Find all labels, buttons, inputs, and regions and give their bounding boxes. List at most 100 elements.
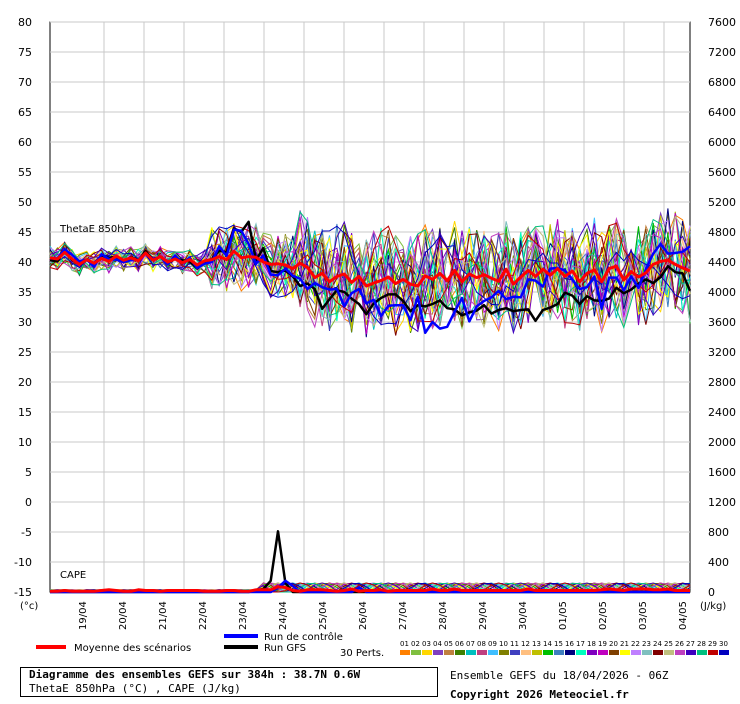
x-tick-label: 23/04 [238,601,249,630]
right-axis-ticks: 7600720068006400600056005200480044004000… [708,16,736,599]
perturbation-id-17: 17 [576,640,585,648]
perturbations-label: 30 Perts. [340,648,384,659]
perturbation-swatch-17 [576,650,586,655]
perturbation-id-04: 04 [433,640,442,648]
left-axis-unit: (°c) [20,601,38,612]
perturbation-swatch-02 [411,650,421,655]
perturbation-swatch-04 [433,650,443,655]
perturbation-swatch-15 [554,650,564,655]
perturbation-swatch-05 [444,650,454,655]
legend-control-label: Run de contrôle [264,631,343,643]
perturbation-id-27: 27 [686,640,695,648]
right-tick-label: 4800 [708,226,736,239]
left-tick-label: 65 [18,106,32,119]
perturbation-swatch-26 [675,650,685,655]
left-tick-label: -10 [14,556,32,569]
right-axis-unit: (J/kg) [700,601,726,612]
perturbation-swatch-10 [499,650,509,655]
run-info: Ensemble GEFS du 18/04/2026 - 06Z Copyri… [450,666,669,704]
x-axis-ticks: 19/04 20/04 21/04 22/04 23/04 24/04 25/04 26/04… [78,601,689,630]
perturbation-swatch-24 [653,650,663,655]
perturbation-id-07: 07 [466,640,475,648]
x-tick-label: 22/04 [198,601,209,630]
perturbation-id-29: 29 [708,640,717,648]
perturbation-swatch-03 [422,650,432,655]
left-tick-label: 80 [18,16,32,29]
right-tick-label: 3600 [708,316,736,329]
right-tick-label: 2400 [708,406,736,419]
perturbation-id-19: 19 [598,640,607,648]
left-tick-label: -15 [14,586,32,599]
x-tick-label: 21/04 [158,601,169,630]
info-box: Diagramme des ensembles GEFS sur 384h : … [20,667,438,697]
x-tick-label: 03/05 [638,601,649,630]
perturbation-id-13: 13 [532,640,541,648]
copyright: Copyright 2026 Meteociel.fr [450,688,629,701]
legend: Moyenne des scénarios Run de contrôle Ru… [36,631,729,659]
perturbation-swatch-01 [400,650,410,655]
right-tick-label: 5200 [708,196,736,209]
perturbation-swatch-30 [719,650,729,655]
perturbation-id-03: 03 [422,640,431,648]
x-tick-label: 04/05 [678,601,689,630]
run-date: Ensemble GEFS du 18/04/2026 - 06Z [450,669,669,682]
perturbation-id-14: 14 [543,640,552,648]
perturbation-id-24: 24 [653,640,662,648]
left-tick-label: 35 [18,286,32,299]
left-tick-label: 50 [18,196,32,209]
right-tick-label: 800 [708,526,729,539]
right-tick-label: 5600 [708,166,736,179]
perturbation-id-05: 05 [444,640,453,648]
perturbation-id-22: 22 [631,640,640,648]
info-title: Diagramme des ensembles GEFS sur 384h : … [29,668,361,681]
perturbation-swatch-22 [631,650,641,655]
right-tick-label: 4400 [708,256,736,269]
left-tick-label: 15 [18,406,32,419]
perturbation-id-26: 26 [675,640,684,648]
right-tick-label: 7600 [708,16,736,29]
perturbation-id-08: 08 [477,640,486,648]
perturbation-swatch-20 [609,650,619,655]
left-tick-label: 5 [25,466,32,479]
x-tick-label: 29/04 [478,601,489,630]
x-tick-label: 27/04 [398,601,409,630]
perturbation-legend: 01 02 03 04 05 06 07 08 09 10 11 12 13 14 15 16 17 18 19 20… [400,640,729,655]
perturbation-id-12: 12 [521,640,530,648]
perturbation-id-16: 16 [565,640,574,648]
perturbation-id-10: 10 [499,640,508,648]
left-tick-label: 20 [18,376,32,389]
perturbation-swatch-28 [697,650,707,655]
x-tick-label: 19/04 [78,601,89,630]
legend-mean-label: Moyenne des scénarios [74,642,191,654]
left-tick-label: 60 [18,136,32,149]
x-tick-label: 24/04 [278,601,289,630]
left-tick-label: 70 [18,76,32,89]
legend-gfs-label: Run GFS [264,643,306,654]
perturbation-swatch-06 [455,650,465,655]
mean-thetae-line [49,249,691,288]
x-tick-label: 01/05 [558,601,569,630]
perturbation-id-20: 20 [609,640,618,648]
left-tick-label: 25 [18,346,32,359]
perturbation-swatch-14 [543,650,553,655]
right-tick-label: 4000 [708,286,736,299]
perturbation-swatch-12 [521,650,531,655]
perturbation-swatch-08 [477,650,487,655]
perturbation-swatch-09 [488,650,498,655]
thetae-panel-label: ThetaE 850hPa [59,224,135,235]
right-tick-label: 400 [708,556,729,569]
perturbation-swatch-23 [642,650,652,655]
main-series-lines [49,220,692,594]
perturbation-id-28: 28 [697,640,706,648]
right-tick-label: 0 [708,586,715,599]
perturbation-id-06: 06 [455,640,464,648]
right-tick-label: 6800 [708,76,736,89]
perturbation-swatch-25 [664,650,674,655]
left-tick-label: 40 [18,256,32,269]
left-tick-label: 75 [18,46,32,59]
left-tick-label: 10 [18,436,32,449]
left-tick-label: -5 [21,526,32,539]
perturbation-id-02: 02 [411,640,420,648]
